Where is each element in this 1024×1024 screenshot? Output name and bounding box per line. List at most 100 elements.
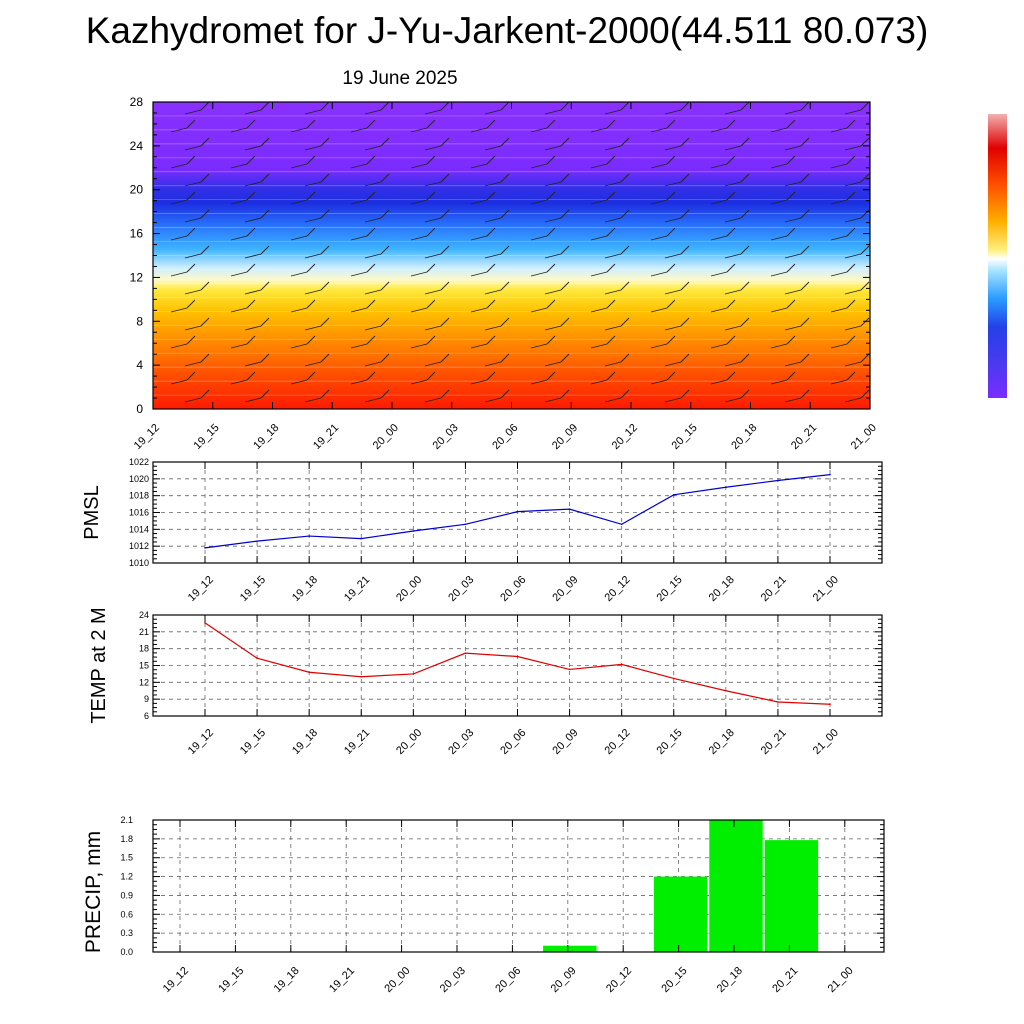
wind-barb-flag: [606, 191, 616, 201]
wind-barb-flag: [620, 317, 630, 327]
wind-barb-flag: [666, 371, 676, 381]
wind-barb-flag: [620, 281, 630, 291]
wind-barb: [184, 289, 202, 295]
temp-point: [412, 673, 415, 675]
wind-barb: [170, 127, 188, 133]
wind-barb-flag: [200, 209, 210, 219]
wind-barb-flag: [560, 101, 570, 111]
wind-barb-flag: [800, 137, 810, 147]
wind-barb: [364, 397, 382, 403]
wind-barb-flag: [860, 281, 870, 291]
wind-barb-flag: [860, 389, 870, 399]
wind-barb: [604, 289, 622, 295]
wind-barb-flag: [620, 209, 630, 219]
wind-barb-flag: [440, 245, 450, 255]
y-tick-label: 1022: [129, 457, 149, 467]
wind-barb-flag: [306, 191, 316, 201]
wind-barb-flag: [260, 209, 270, 219]
wind-barb-flag: [680, 173, 690, 183]
wind-barb: [230, 271, 248, 277]
wind-barb-flag: [666, 335, 676, 345]
wind-barb: [470, 163, 488, 169]
wind-barb-flag: [800, 317, 810, 327]
pmsl-point: [256, 540, 258, 542]
y-tick-label: 1020: [129, 474, 149, 484]
wind-barb-flag: [546, 227, 556, 237]
wind-barb: [350, 343, 368, 349]
wind-barb-flag: [546, 335, 556, 345]
wind-barb-flag: [320, 317, 330, 327]
wind-barb: [664, 289, 682, 295]
y-tick-label: 12: [130, 270, 144, 284]
wind-barb: [650, 307, 668, 313]
wind-barb: [784, 325, 802, 331]
wind-barb: [244, 397, 262, 403]
wind-barb: [184, 145, 202, 151]
wind-barb: [350, 271, 368, 277]
temp-point: [568, 668, 571, 671]
wind-barb-flag: [606, 119, 616, 129]
wind-barb-flag: [800, 389, 810, 399]
wind-barb: [530, 307, 548, 313]
wind-barb: [544, 289, 562, 295]
temp-point: [725, 689, 727, 692]
wind-barb: [590, 127, 608, 133]
wind-barb: [304, 325, 322, 331]
wind-barb: [590, 343, 608, 349]
wind-barb: [244, 109, 262, 115]
y-tick-label: 21: [139, 627, 149, 637]
wind-barb: [604, 145, 622, 151]
x-tick-label: 20_21: [770, 965, 800, 995]
wind-barb: [710, 163, 728, 169]
chart-subtitle: 19 June 2025: [342, 68, 458, 89]
wind-barb-flag: [726, 155, 736, 165]
wind-barb: [484, 109, 502, 115]
wind-barb-flag: [440, 101, 450, 111]
wind-barb-flag: [486, 155, 496, 165]
y-tick-label: 2.1: [120, 815, 133, 825]
wind-barb: [410, 379, 428, 385]
wind-barb: [184, 361, 202, 367]
wind-barb-flag: [846, 119, 856, 129]
wind-barb: [844, 289, 862, 295]
wind-barb: [350, 163, 368, 169]
wind-barb: [544, 325, 562, 331]
wind-barb-flag: [786, 263, 796, 273]
x-tick-label: 21_00: [849, 422, 879, 452]
wind-barb: [410, 271, 428, 277]
wind-barb: [724, 181, 742, 187]
wind-barb-flag: [500, 353, 510, 363]
wind-barb-flag: [620, 173, 630, 183]
wind-barb: [230, 127, 248, 133]
wind-barb: [484, 397, 502, 403]
temp-point: [256, 657, 258, 660]
wind-barb-flag: [380, 101, 390, 111]
wind-barb-flag: [726, 335, 736, 345]
wind-barb-flag: [486, 119, 496, 129]
wind-barb: [784, 217, 802, 223]
wind-barb: [710, 379, 728, 385]
y-tick-label: 1010: [129, 558, 149, 568]
wind-barb-flag: [320, 209, 330, 219]
wind-barb-flag: [246, 119, 256, 129]
wind-barb-flag: [440, 389, 450, 399]
wind-barb-flag: [606, 263, 616, 273]
wind-barb-flag: [200, 353, 210, 363]
y-tick-label: 20: [130, 183, 144, 197]
wind-barb-flag: [306, 299, 316, 309]
wind-barb-flag: [606, 227, 616, 237]
wind-barb: [784, 289, 802, 295]
wind-barb: [304, 397, 322, 403]
x-tick-label: 20_12: [602, 574, 632, 604]
wind-barb-flag: [200, 245, 210, 255]
wind-barb-flag: [680, 389, 690, 399]
wind-barb: [290, 343, 308, 349]
wind-barb: [830, 163, 848, 169]
wind-barb-flag: [186, 263, 196, 273]
wind-barb: [424, 325, 442, 331]
wind-barb-flag: [606, 335, 616, 345]
y-tick-label: 15: [139, 661, 149, 671]
wind-barb: [844, 325, 862, 331]
x-tick-label: 20_18: [715, 965, 745, 995]
wind-barb-flag: [200, 173, 210, 183]
